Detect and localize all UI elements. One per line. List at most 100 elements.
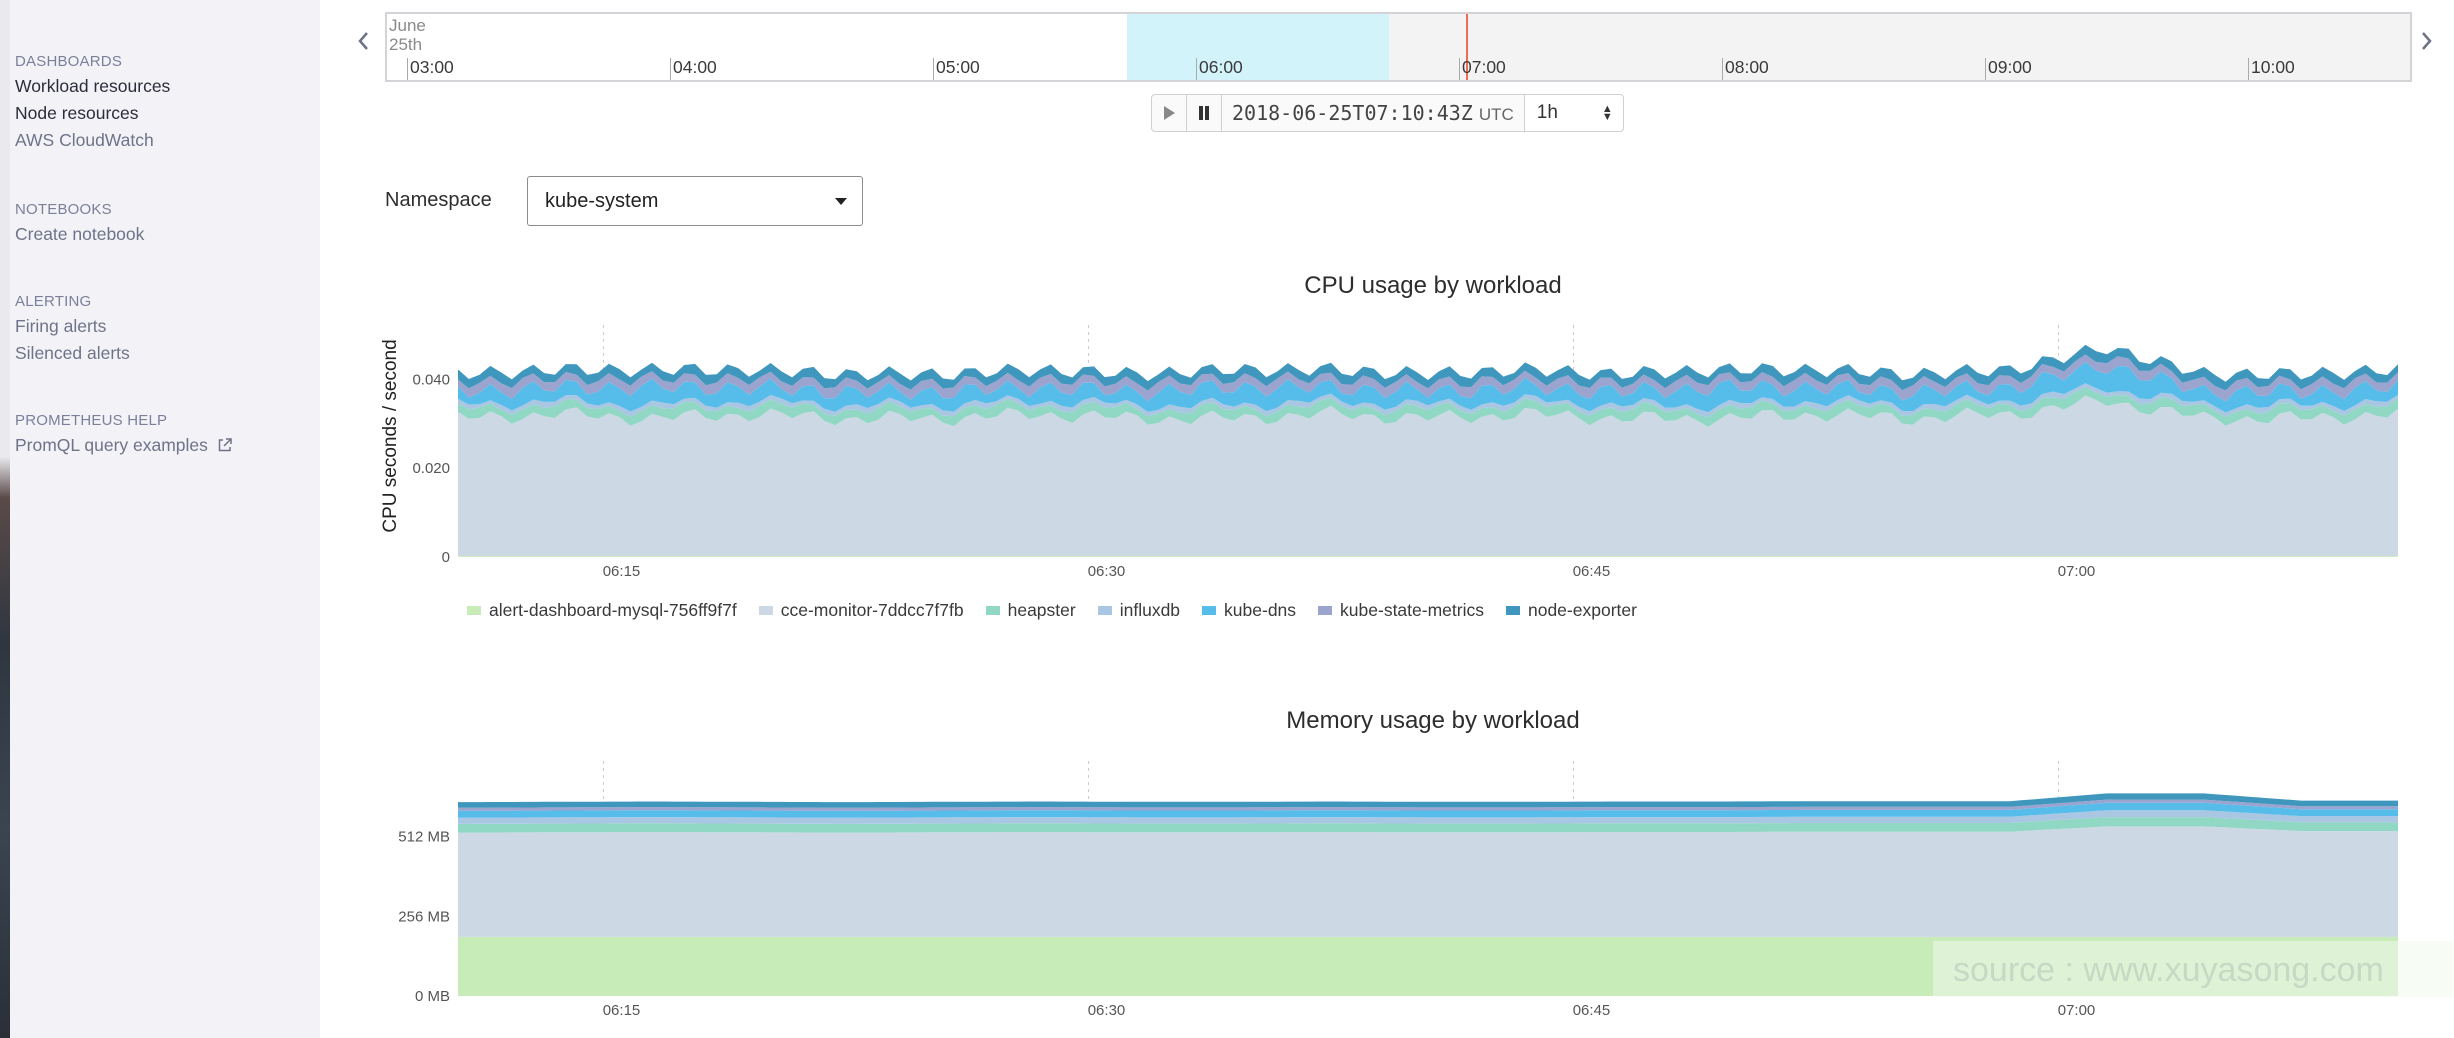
y-tick-label: 0.020 [412,460,450,477]
timeline-hour-label: 06:00 [1199,57,1243,77]
timeline-hour-tick [407,58,408,80]
chevron-right-icon [2422,32,2432,50]
legend-item[interactable]: cce-monitor-7ddcc7f7fb [758,600,964,621]
legend-item[interactable]: kube-dns [1202,600,1296,621]
legend-item[interactable]: kube-state-metrics [1318,600,1484,621]
y-tick-label: 256 MB [398,908,450,925]
timeline-selection[interactable] [1127,14,1389,80]
sidebar-item-silenced-alerts[interactable]: Silenced alerts [15,343,130,363]
timeline-hour-label: 05:00 [936,57,980,77]
area-series-cce-monitor-7ddcc7f7fb [458,826,2398,937]
play-icon [1164,106,1175,120]
play-button[interactable] [1152,95,1187,131]
sidebar: DASHBOARDS Workload resources Node resou… [10,0,320,1038]
y-tick-label: 0 MB [415,988,450,1005]
time-range-select[interactable]: 1h ▲ ▼ [1524,95,1623,131]
time-controls: 2018-06-25T07:10:43Z UTC 1h ▲ ▼ [1151,94,1624,132]
chevron-left-icon [358,32,368,50]
area-series-heapster [458,387,2398,427]
sidebar-section-alerting: ALERTING Firing alerts Silenced alerts [15,291,130,367]
sidebar-item-firing-alerts[interactable]: Firing alerts [15,316,107,336]
sidebar-item-label: PromQL query examples [15,435,208,455]
legend-swatch [1202,606,1217,615]
legend-item[interactable]: alert-dashboard-mysql-756ff9f7f [467,600,737,621]
desktop-background-strip [0,0,10,1038]
timeline-date-month: June [389,16,426,35]
timeline-hour-tick [933,58,934,80]
area-series-kube-state-metrics [458,354,2398,402]
legend-label: alert-dashboard-mysql-756ff9f7f [489,600,737,620]
timeline-scrubber[interactable]: June 25th 03:00 04:00 05:00 06:00 07:00 08:00… [385,12,2412,82]
x-tick-label: 06:15 [603,563,641,580]
legend-item[interactable]: node-exporter [1505,600,1637,621]
legend-swatch [985,606,1000,615]
area-series-alert-dashboard-mysql-756ff9f7f [458,556,2398,557]
area-series-influxdb [458,810,2398,824]
legend-item[interactable]: influxdb [1097,600,1181,621]
legend-label: cce-monitor-7ddcc7f7fb [780,600,964,620]
sidebar-section-prometheus-help: PROMETHEUS HELP PromQL query examples [15,410,233,459]
x-tick-label: 06:30 [1088,563,1126,580]
legend-swatch [467,606,481,615]
timeline-range-background [387,14,1127,80]
area-series-alert-dashboard-mysql-756ff9f7f [458,936,2398,996]
timeline-hour-label: 07:00 [1462,57,1506,77]
legend-item[interactable]: heapster [985,600,1076,621]
area-series-heapster [458,817,2398,833]
area-series-node-exporter [458,793,2398,808]
legend-label: heapster [1007,600,1076,620]
timeline-hour-tick [2248,58,2249,80]
cpu-usage-chart: 06:15 06:30 06:45 07:00 0 0.020 0.040 CPU secon… [380,325,2398,580]
main-content: June 25th 03:00 04:00 05:00 06:00 07:00 08:00… [320,0,2454,1038]
sidebar-heading: ALERTING [15,293,92,310]
timeline-hour-label: 09:00 [1988,57,2032,77]
timeline-hour-label: 10:00 [2251,57,2295,77]
pause-icon [1199,106,1209,120]
timeline-hour-tick [1459,58,1460,80]
timeline-prev-button[interactable] [356,28,370,58]
area-series-kube-dns [458,361,2398,413]
chevron-down-icon [835,198,847,205]
area-series-kube-state-metrics [458,799,2398,811]
timeline-hour-label: 03:00 [410,57,454,77]
legend-label: node-exporter [1527,600,1637,620]
x-tick-label: 06:45 [1573,1002,1611,1019]
watermark: source : www.xuyasong.com [1933,941,2453,997]
sidebar-item-workload-resources[interactable]: Workload resources [15,76,171,96]
area-series-cce-monitor-7ddcc7f7fb [458,395,2398,557]
area-series-kube-dns [458,802,2398,818]
namespace-select[interactable]: kube-system [527,176,863,226]
current-time-display[interactable]: 2018-06-25T07:10:43Z UTC [1222,95,1525,131]
legend-label: influxdb [1119,600,1181,620]
select-caret-icon: ▲ ▼ [1601,103,1613,123]
timeline-next-button[interactable] [2420,28,2434,58]
sidebar-heading: NOTEBOOKS [15,201,112,218]
timeline-hour-tick [1196,58,1197,80]
timeline-now-marker [1466,14,1468,80]
y-tick-label: 512 MB [398,829,450,846]
time-range-value: 1h [1536,102,1558,123]
current-time-value: 2018-06-25T07:10:43Z [1232,101,1473,125]
sidebar-heading: PROMETHEUS HELP [15,412,168,429]
namespace-select-value: kube-system [545,190,659,212]
x-tick-label: 06:45 [1573,563,1611,580]
x-tick-label: 07:00 [2058,1002,2096,1019]
x-tick-label: 06:30 [1088,1002,1126,1019]
area-series-node-exporter [458,344,2398,391]
sidebar-item-create-notebook[interactable]: Create notebook [15,224,145,244]
timezone-label: UTC [1478,105,1514,124]
sidebar-item-node-resources[interactable]: Node resources [15,103,139,123]
legend-swatch [1318,606,1333,615]
timeline-hour-label: 04:00 [673,57,717,77]
sidebar-heading: DASHBOARDS [15,53,123,70]
pause-button[interactable] [1187,95,1222,131]
sidebar-item-promql-query-examples[interactable]: PromQL query examples [15,432,233,459]
sidebar-item-aws-cloudwatch[interactable]: AWS CloudWatch [15,130,154,150]
legend-swatch [758,606,773,615]
y-tick-label: 0 [442,549,450,566]
timeline-date-day: 25th [389,35,423,54]
timeline-date: June 25th [389,16,426,54]
namespace-label: Namespace [385,189,492,211]
timeline-hour-label: 08:00 [1725,57,1769,77]
timeline-hour-tick [670,58,671,80]
